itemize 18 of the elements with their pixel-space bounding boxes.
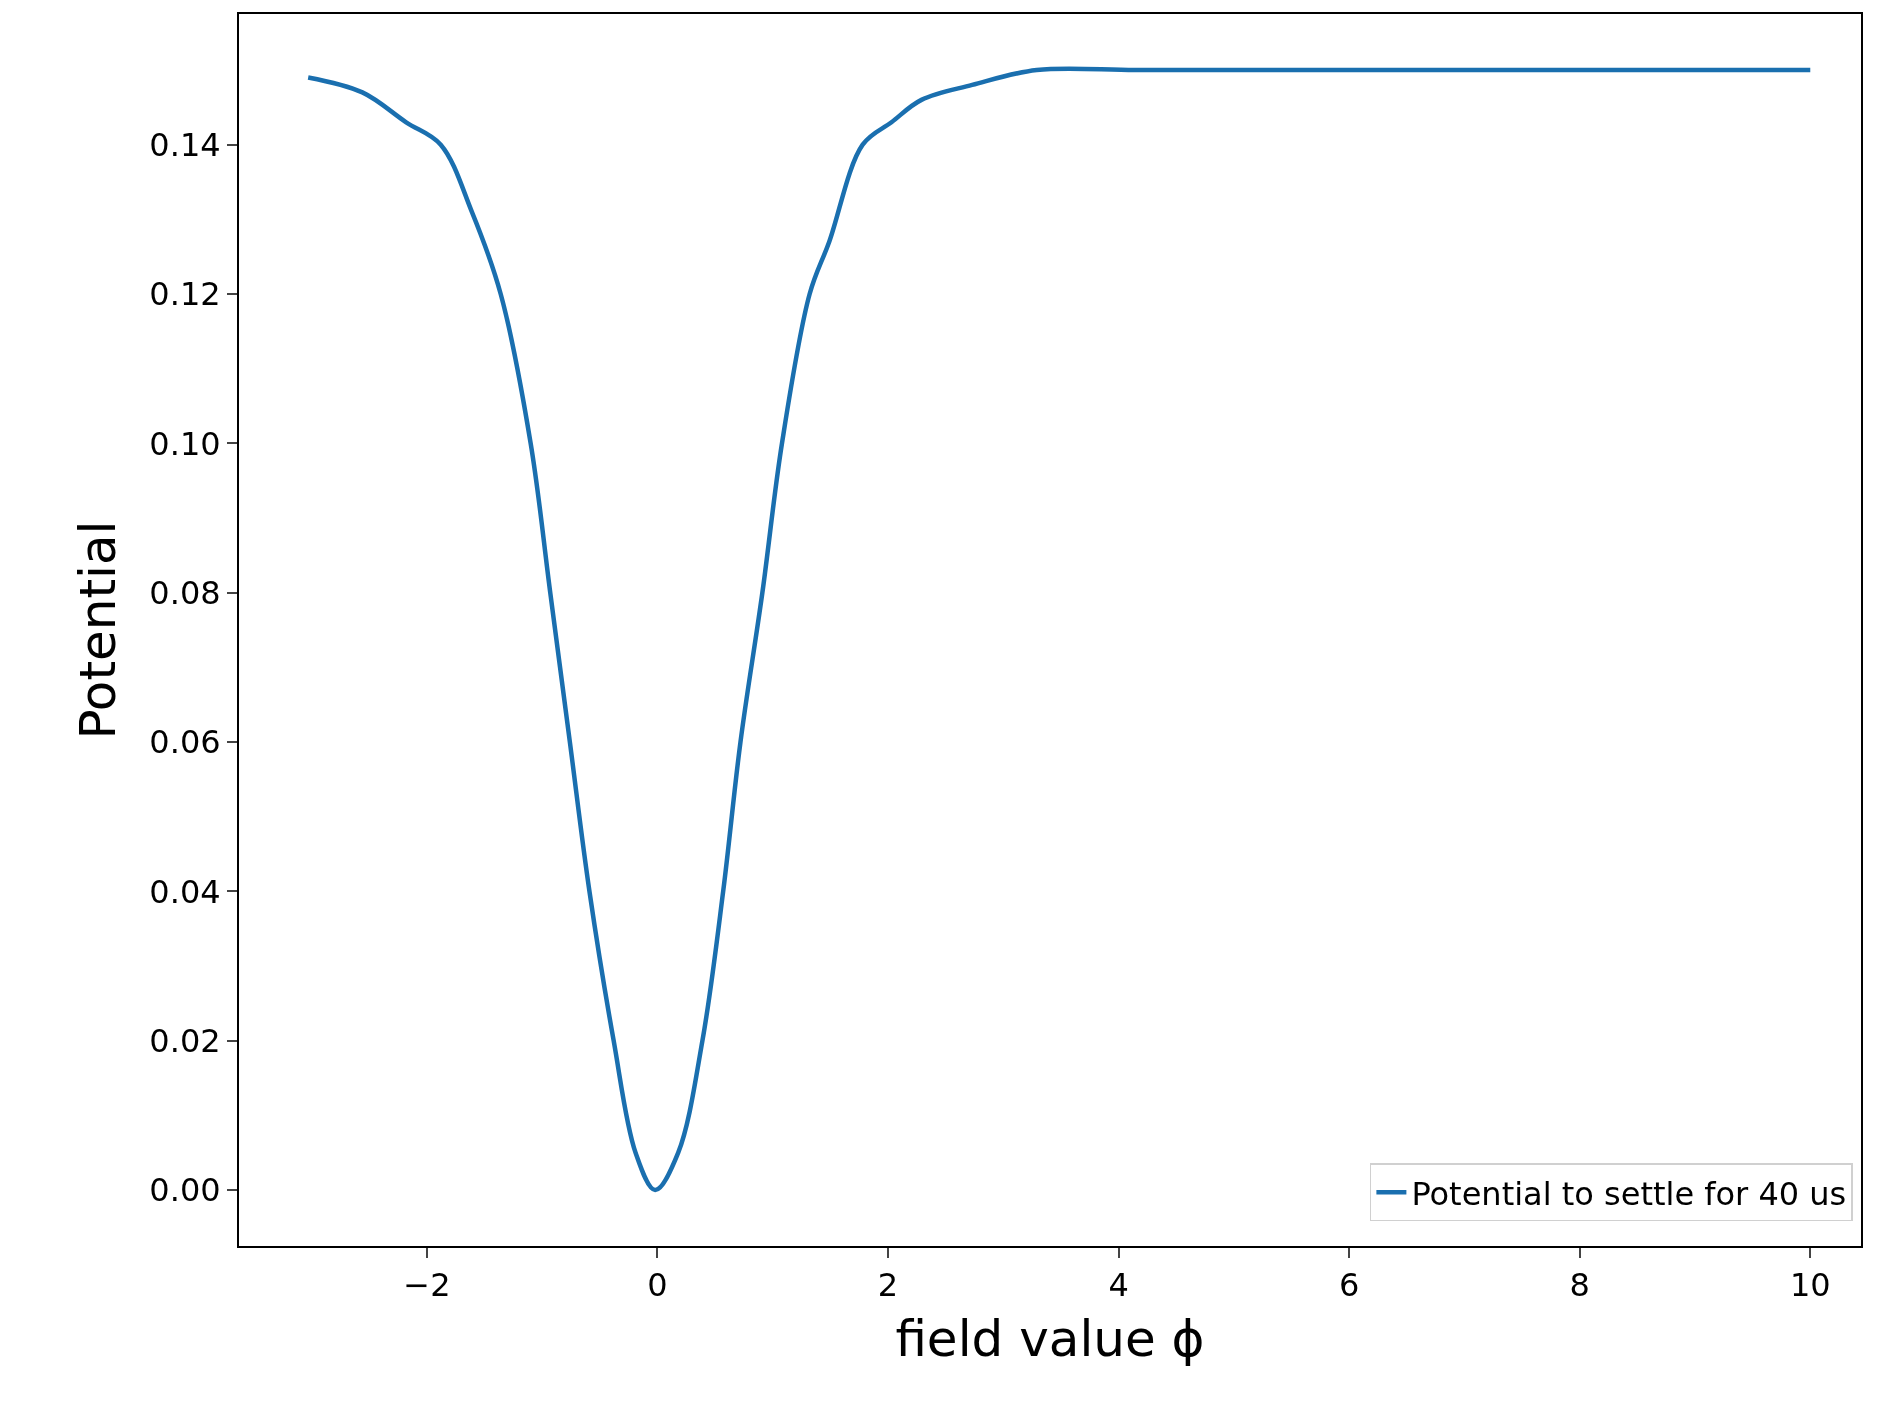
y-tick-label: 0.02 (149, 1021, 221, 1060)
y-tick-label: 0.04 (149, 872, 221, 911)
y-axis-title: Potential (68, 520, 127, 740)
x-tick-label: 8 (1569, 1266, 1590, 1305)
y-tick-label: 0.08 (149, 573, 221, 612)
x-tick-label: 6 (1338, 1266, 1360, 1305)
x-tick-label: 0 (647, 1266, 668, 1305)
x-tick-label: 10 (1789, 1266, 1831, 1305)
x-tick-label: 2 (877, 1266, 899, 1305)
x-tick-label: −2 (403, 1266, 451, 1305)
y-tick-label: 0.06 (149, 723, 221, 762)
y-tick-label: 0.12 (149, 275, 221, 314)
y-tick-label: 0.10 (149, 424, 221, 463)
legend-label: Potential to settle for 40 us (1411, 1174, 1847, 1213)
y-tick-label: 0.00 (149, 1171, 221, 1210)
x-axis-title: field value ϕ (895, 1310, 1205, 1369)
x-tick-label: 4 (1108, 1266, 1129, 1305)
y-tick-label: 0.14 (149, 125, 221, 164)
